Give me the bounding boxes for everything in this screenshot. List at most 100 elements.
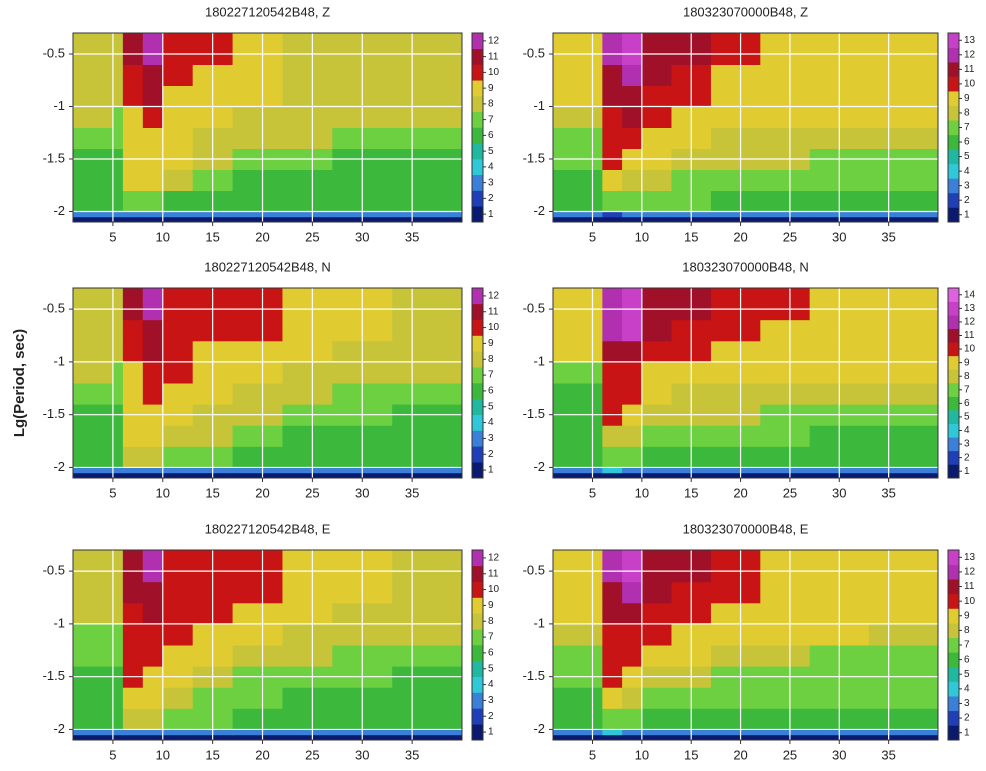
heatmap-cell <box>73 467 114 474</box>
heatmap-cell <box>622 467 643 474</box>
colorbar-segment <box>472 80 483 97</box>
colorbar-label: 4 <box>488 679 494 690</box>
x-tick-label: 35 <box>405 485 419 500</box>
heatmap-cell <box>232 361 283 384</box>
x-tick-label: 10 <box>156 747 170 762</box>
heatmap-cell <box>232 340 283 363</box>
heatmap-cell <box>232 127 283 149</box>
heatmap-cell <box>162 602 194 625</box>
colorbar-label: 9 <box>488 83 494 94</box>
heatmap-cell <box>392 467 463 474</box>
heatmap-cell <box>112 602 124 625</box>
colorbar-label: 12 <box>488 291 500 302</box>
heatmap-cell <box>73 211 114 218</box>
colorbar-segment <box>472 629 483 646</box>
heatmap-cell <box>760 734 811 741</box>
y-tick-label: -1 <box>53 353 65 368</box>
heatmap-cell <box>73 734 114 741</box>
colorbar-label: 4 <box>964 166 970 177</box>
heatmap-cell <box>112 708 124 730</box>
heatmap-cell <box>868 623 939 646</box>
heatmap-cell <box>553 85 593 107</box>
heatmap-cell <box>232 467 283 474</box>
heatmap-cell <box>592 550 603 583</box>
heatmap-cell <box>112 467 124 474</box>
heatmap-cell <box>641 190 672 212</box>
heatmap-cell <box>602 550 623 583</box>
heatmap-cell <box>392 169 463 191</box>
x-tick-label: 25 <box>305 229 319 244</box>
heatmap-cell <box>868 729 939 736</box>
colorbar-segment <box>948 464 959 479</box>
colorbar-label: 3 <box>488 433 494 444</box>
heatmap-cell <box>73 216 114 223</box>
x-tick-label: 5 <box>589 747 596 762</box>
colorbar-label: 11 <box>964 581 975 592</box>
heatmap-cell <box>710 550 761 583</box>
heatmap-cell <box>162 288 194 321</box>
heatmap-cell <box>122 216 144 223</box>
heatmap-cell <box>122 472 144 479</box>
heatmap-cell <box>641 288 672 321</box>
heatmap-cell <box>73 687 114 709</box>
heatmap-cell <box>641 472 672 479</box>
heatmap-cell <box>282 288 333 321</box>
heatmap-cell <box>641 106 672 128</box>
heatmap-cell <box>392 340 463 363</box>
heatmap-cell <box>622 446 643 468</box>
heatmap-cell <box>868 127 939 149</box>
heatmap-cell <box>122 383 144 405</box>
heatmap-cell <box>392 472 463 479</box>
colorbar-segment <box>948 383 959 397</box>
heatmap-cell <box>282 169 333 191</box>
heatmap-cell <box>602 687 623 709</box>
heatmap-cell <box>710 383 761 405</box>
heatmap-cell <box>602 127 623 149</box>
heatmap-cell <box>553 581 593 604</box>
heatmap-cell <box>553 446 593 468</box>
heatmap-cell <box>602 734 623 741</box>
colorbar-segment <box>948 564 959 580</box>
heatmap-cell <box>602 623 623 646</box>
heatmap-cell <box>122 581 144 604</box>
heatmap-cell <box>760 216 811 223</box>
heatmap-cell <box>760 340 811 363</box>
heatmap-cell <box>142 288 164 321</box>
x-tick-label: 30 <box>355 229 369 244</box>
heatmap-cell <box>162 361 194 384</box>
heatmap-cell <box>710 211 761 218</box>
heatmap-cell <box>592 33 603 65</box>
colorbar-segment <box>472 288 483 305</box>
heatmap-cell <box>760 645 811 667</box>
colorbar-label: 3 <box>964 698 970 709</box>
colorbar-label: 7 <box>964 384 970 395</box>
heatmap-cell <box>392 729 463 736</box>
x-tick-label: 15 <box>684 229 698 244</box>
colorbar-label: 2 <box>964 195 970 206</box>
panel-title: 180227120542B48, Z <box>205 4 330 19</box>
heatmap-cell <box>592 340 603 363</box>
colorbar-label: 14 <box>964 289 976 300</box>
heatmap-cell <box>622 340 643 363</box>
colorbar-label: 7 <box>488 114 494 125</box>
heatmap-cell <box>641 602 672 625</box>
heatmap-cell <box>282 645 333 667</box>
heatmap-cell <box>868 169 939 191</box>
colorbar-segment <box>948 149 959 165</box>
heatmap-cell <box>142 729 164 736</box>
colorbar-segment <box>948 120 959 136</box>
heatmap-cell <box>602 169 623 191</box>
colorbar-label: 11 <box>964 330 975 341</box>
heatmap-cell <box>868 467 939 474</box>
heatmap-cell <box>73 33 114 65</box>
heatmap-cell <box>710 319 761 342</box>
plot-frame <box>552 549 939 741</box>
heatmap-cell <box>553 340 593 363</box>
x-tick-label: 25 <box>783 229 797 244</box>
colorbar-label: 8 <box>488 616 494 627</box>
heatmap-cell <box>122 33 144 65</box>
x-tick-label: 25 <box>305 747 319 762</box>
y-axis-label: Lg(Period, sec) <box>11 329 28 437</box>
y-tick-label: -2 <box>53 459 65 474</box>
colorbar-segment <box>948 725 959 741</box>
